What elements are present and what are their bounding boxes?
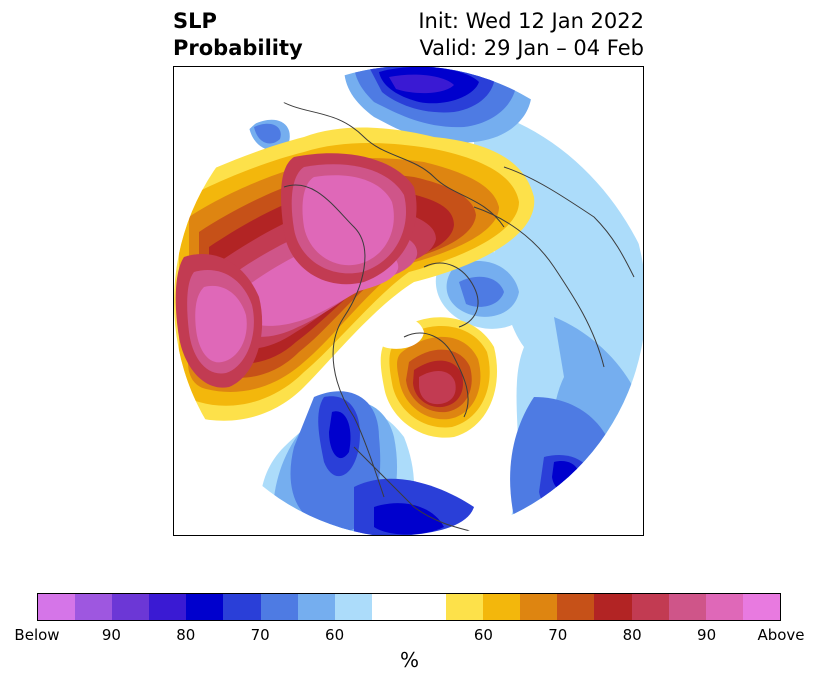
colorbar-segment: [483, 594, 521, 620]
colorbar-tick-label: 80: [176, 626, 196, 644]
colorbar-segment: [668, 594, 706, 620]
colorbar-segment: [75, 594, 113, 620]
colorbar-segment: [186, 594, 224, 620]
valid-range: Valid: 29 Jan – 04 Feb: [419, 36, 644, 60]
chart-title-right: Init: Wed 12 Jan 2022 Valid: 29 Jan – 04…: [418, 8, 644, 62]
colorbar-segment: [631, 594, 669, 620]
map-panel: [173, 66, 644, 536]
colorbar: [37, 593, 781, 621]
colorbar-tick-label: Above: [757, 626, 805, 644]
colorbar-tick-label: 60: [473, 626, 493, 644]
colorbar-unit-label: %: [399, 648, 419, 672]
probability-map: [174, 67, 643, 535]
title-type: Probability: [173, 36, 303, 60]
colorbar-segment: [557, 594, 595, 620]
colorbar-segment: [520, 594, 558, 620]
colorbar-segment: [371, 594, 409, 620]
colorbar-segment: [260, 594, 298, 620]
colorbar-segment: [408, 594, 447, 620]
colorbar-segment: [594, 594, 632, 620]
colorbar-segment: [742, 594, 780, 620]
colorbar-tick-label: 60: [325, 626, 345, 644]
colorbar-tick-label: 70: [250, 626, 270, 644]
colorbar-ticks: Below 90 80 70 60 60 70 80 90 Above: [0, 626, 819, 646]
colorbar-tick-label: 70: [548, 626, 568, 644]
colorbar-tick-label: 90: [101, 626, 121, 644]
colorbar-tick-label: 80: [622, 626, 642, 644]
colorbar-segment: [223, 594, 261, 620]
colorbar-segment: [38, 594, 76, 620]
colorbar-segment: [149, 594, 187, 620]
init-date: Init: Wed 12 Jan 2022: [418, 9, 644, 33]
colorbar-segment: [705, 594, 743, 620]
colorbar-tick-label: Below: [14, 626, 60, 644]
chart-title-left: SLP Probability: [173, 8, 303, 62]
colorbar-segment: [446, 594, 484, 620]
title-variable: SLP: [173, 9, 217, 33]
colorbar-segment: [334, 594, 372, 620]
colorbar-tick-label: 90: [697, 626, 717, 644]
colorbar-segment: [297, 594, 335, 620]
colorbar-segment: [112, 594, 150, 620]
